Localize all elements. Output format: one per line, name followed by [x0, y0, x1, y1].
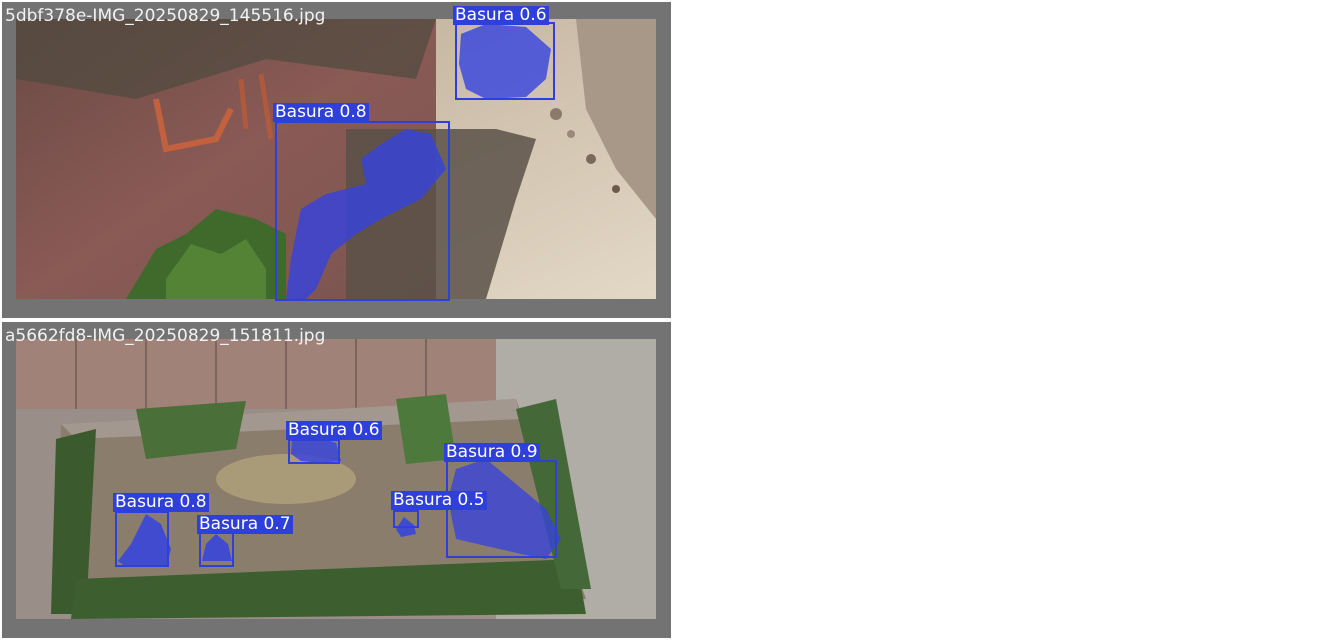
detection-mask: [459, 24, 551, 99]
detection-class: Basura: [199, 514, 259, 534]
detection-box: [275, 121, 450, 301]
prediction-panel-1: 5dbf378e-IMG_20250829_145516.jpg Basura …: [2, 2, 671, 318]
detection-mask: [118, 514, 171, 567]
detection-mask: [286, 129, 446, 299]
detection-class: Basura: [288, 420, 348, 440]
detection-class: Basura: [446, 442, 506, 462]
photo-wall-ground: [16, 19, 656, 299]
detection-box: [288, 439, 340, 464]
photo-planter: [16, 339, 656, 619]
detection-label: Basura 0.6: [286, 421, 382, 440]
detection-box: [393, 510, 419, 528]
photo-planter-image: [16, 339, 656, 619]
detection-score: 0.9: [510, 442, 538, 462]
detection-class: Basura: [115, 492, 175, 512]
detection-box: [115, 511, 169, 567]
detection-label: Basura 0.5: [391, 491, 487, 510]
detection-label: Basura 0.6: [453, 6, 549, 25]
detection-score: 0.8: [179, 492, 207, 512]
detection-mask: [291, 435, 341, 463]
detection-label: Basura 0.7: [197, 515, 293, 534]
detection-box: [455, 22, 555, 100]
detection-score: 0.8: [339, 102, 367, 122]
prediction-panel-2: a5662fd8-IMG_20250829_151811.jpg Basura …: [2, 322, 671, 638]
detection-label: Basura 0.8: [273, 103, 369, 122]
detection-label: Basura 0.9: [444, 443, 540, 462]
detection-score: 0.6: [519, 5, 547, 25]
detection-label: Basura 0.8: [113, 493, 209, 512]
detection-mask: [448, 459, 561, 559]
detection-mask: [202, 534, 232, 561]
detection-class: Basura: [275, 102, 335, 122]
detection-score: 0.7: [263, 514, 291, 534]
detection-box: [199, 532, 234, 567]
detection-class: Basura: [393, 490, 453, 510]
photo-wall-ground-image: [16, 19, 656, 299]
detection-class: Basura: [455, 5, 515, 25]
detection-score: 0.6: [352, 420, 380, 440]
detection-score: 0.5: [457, 490, 485, 510]
